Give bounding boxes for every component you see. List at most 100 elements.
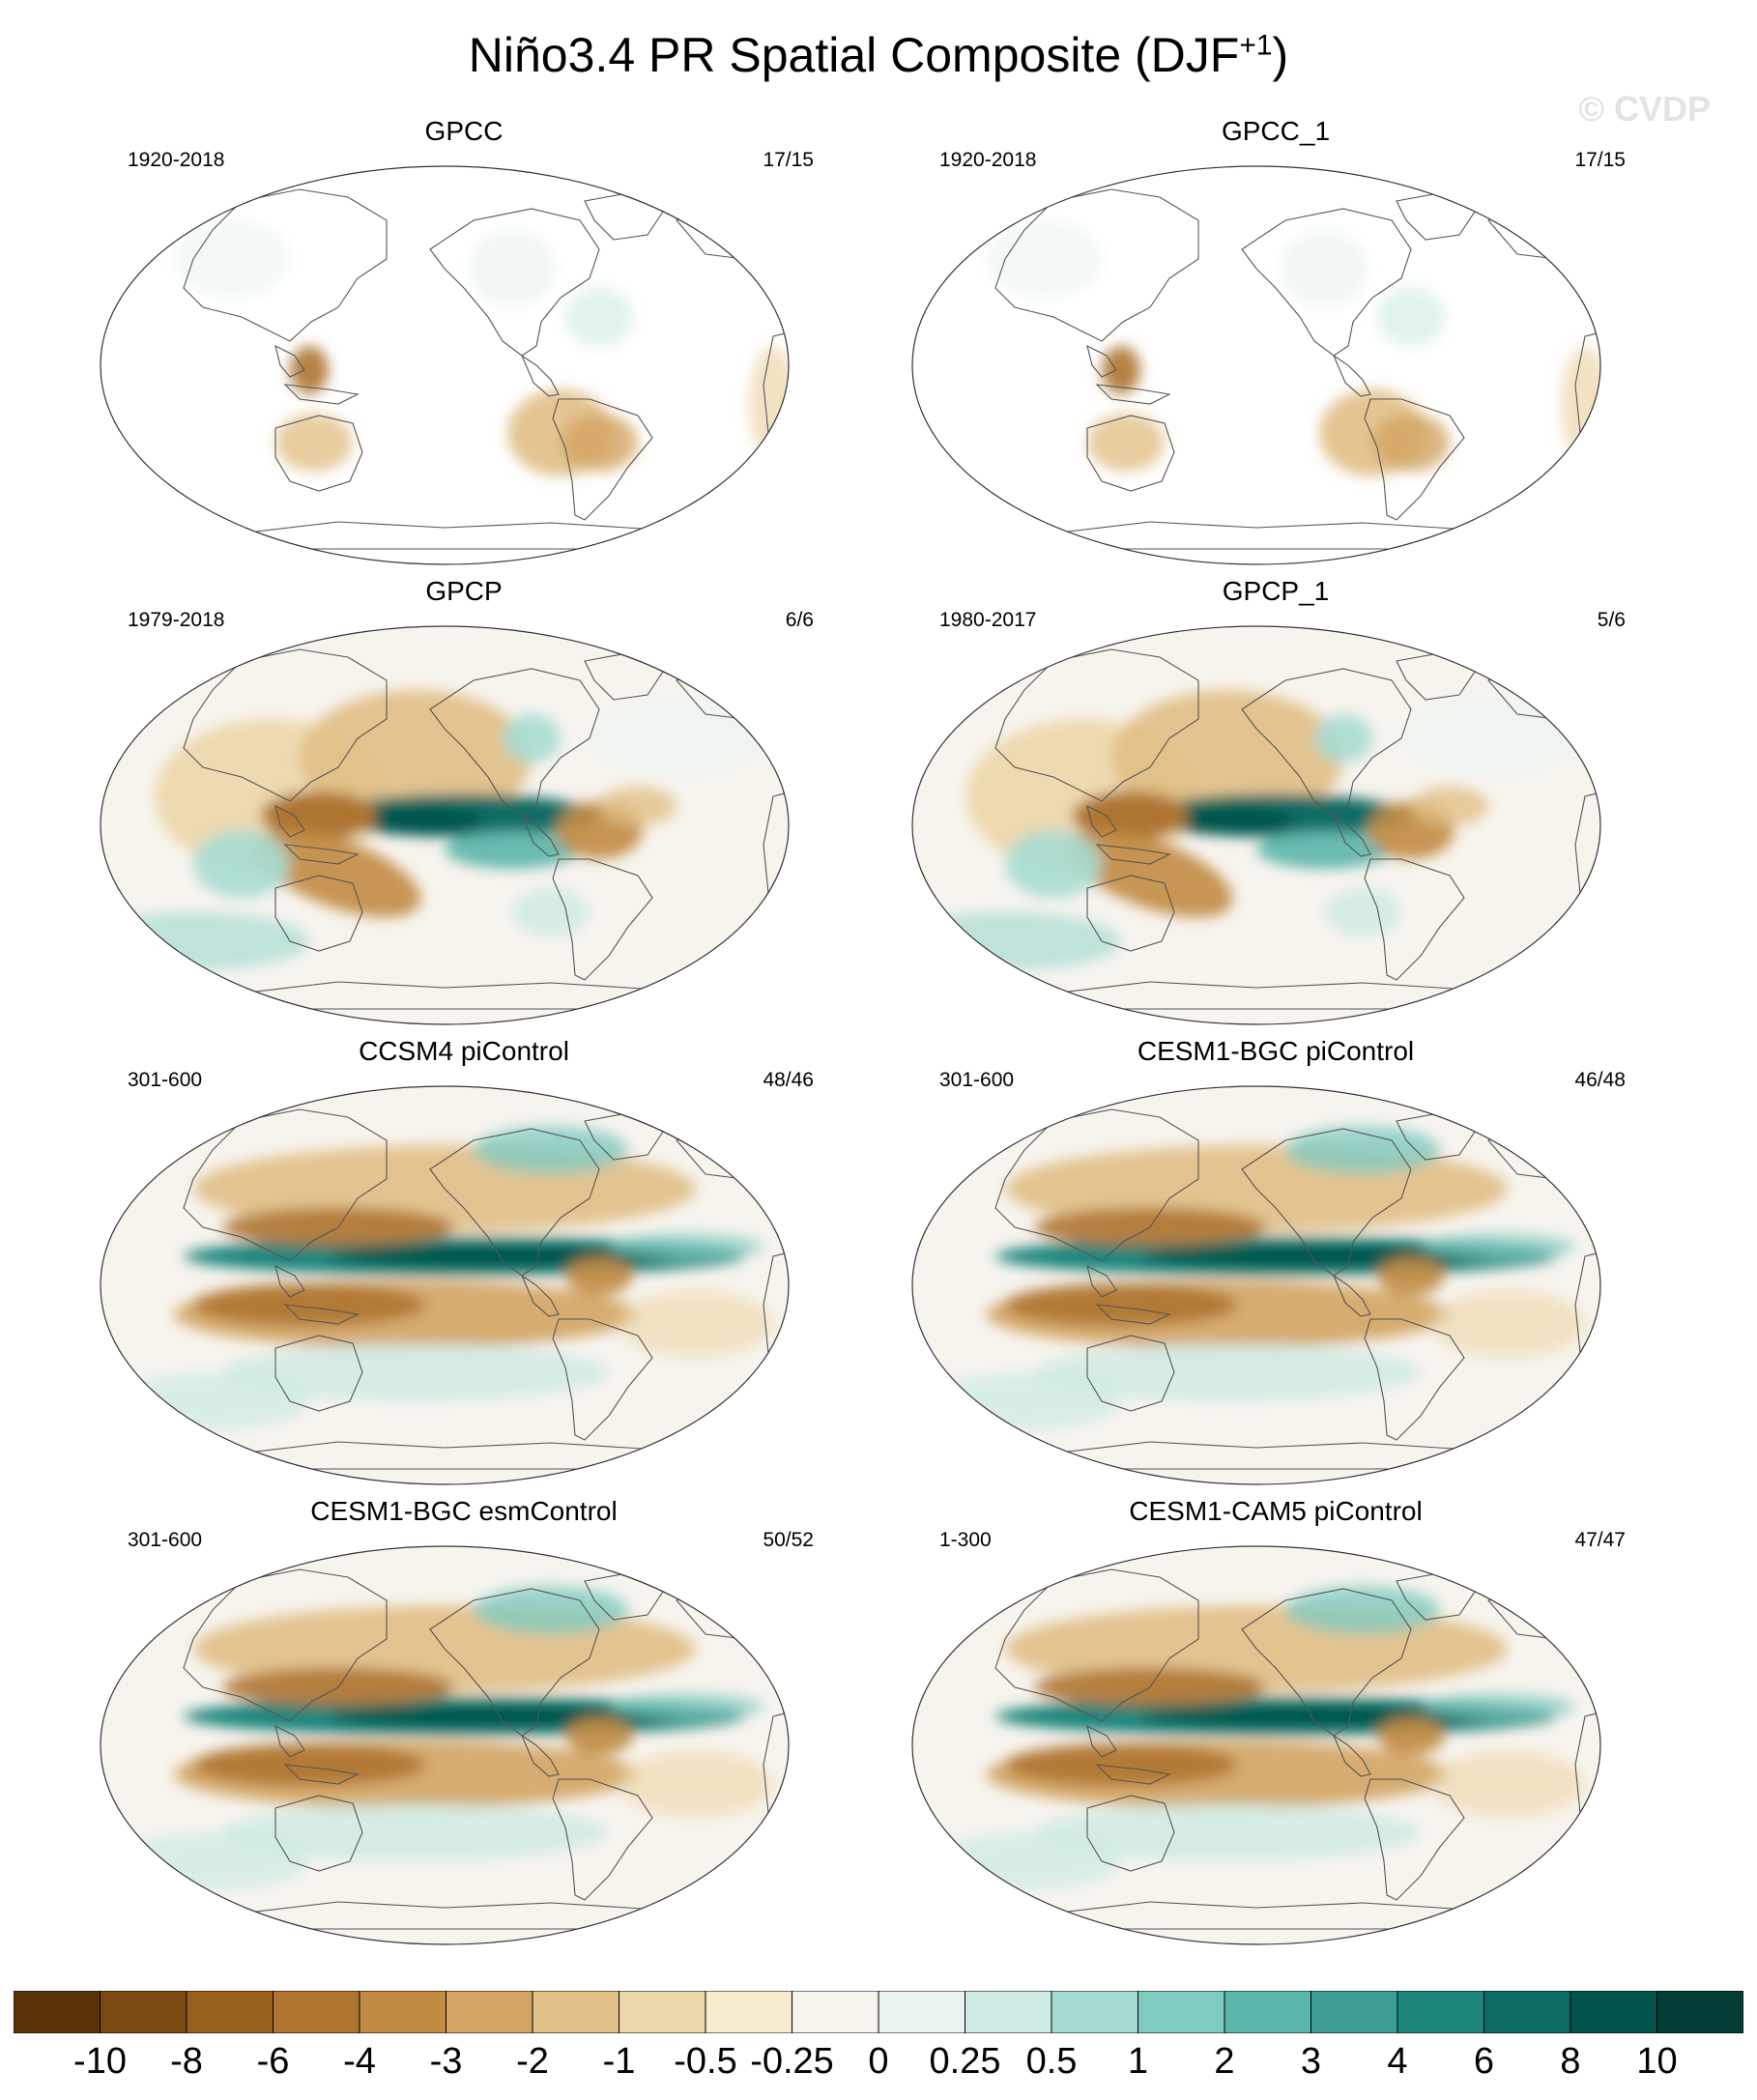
colorbar-swatch bbox=[100, 1991, 187, 2033]
anomaly-shade bbox=[1430, 1290, 1585, 1358]
coastline-seasia bbox=[1086, 1724, 1117, 1758]
coastline-camer bbox=[1332, 1274, 1371, 1317]
colorbar-swatch bbox=[1656, 1991, 1743, 2033]
colorbar-swatch bbox=[1051, 1991, 1138, 2033]
coastline-aus bbox=[1086, 415, 1175, 492]
panel-title: CESM1-CAM5 piControl bbox=[1129, 1496, 1423, 1526]
colorbar-tick-label: 0.5 bbox=[1025, 2041, 1078, 2082]
map-border bbox=[100, 1545, 790, 1945]
panel-title: GPCP bbox=[425, 576, 503, 606]
coastlines bbox=[183, 188, 789, 550]
anomaly-shade bbox=[619, 1750, 773, 1818]
anomaly-shade bbox=[928, 1832, 1121, 1890]
colorbar-labels: -10 -8 -6 -4 -3 -2 -1 -0.5 -0.25 0 0.25 0.5 1 2 3 4 6 8 10 bbox=[14, 2041, 1743, 2084]
coastline-asia bbox=[183, 188, 388, 342]
anomaly-shade bbox=[1421, 1693, 1575, 1720]
anomaly-shade bbox=[1377, 1716, 1445, 1755]
anomaly-shade bbox=[1421, 1233, 1575, 1260]
coastline-asia bbox=[994, 1108, 1199, 1262]
colorbar-swatch bbox=[1570, 1991, 1657, 2033]
coastline-indo bbox=[1095, 1764, 1171, 1785]
coastline-asia bbox=[183, 1108, 388, 1262]
anomaly-shade bbox=[565, 288, 633, 346]
anomaly-shade bbox=[928, 1372, 1121, 1430]
panel-title: GPCP_1 bbox=[1222, 576, 1330, 606]
coastline-asia bbox=[994, 1568, 1199, 1722]
colorbar-tick-label: -3 bbox=[429, 2041, 463, 2082]
coastline-namer bbox=[1241, 668, 1412, 817]
anomaly-shade bbox=[1005, 1283, 1237, 1326]
coastline-indo bbox=[283, 1764, 360, 1785]
colorbar-tick-label: -0.5 bbox=[674, 2041, 737, 2082]
coastline-camer bbox=[520, 1734, 560, 1777]
coastline-seasia bbox=[1086, 1264, 1117, 1298]
colorbar-tick-label: -8 bbox=[170, 2041, 203, 2082]
map-panel: GPCP_1 1980-2017 5/6 bbox=[908, 576, 1643, 1030]
anomaly-shade bbox=[1256, 830, 1392, 869]
colorbar-swatch bbox=[1311, 1991, 1398, 2033]
coastline-indo bbox=[1095, 844, 1171, 865]
coastline-namer bbox=[1241, 208, 1412, 357]
panel-event-count: 48/46 bbox=[763, 1069, 814, 1091]
colorbar-swatch bbox=[619, 1991, 706, 2033]
map-panel: GPCC_1 1920-2018 17/15 bbox=[908, 116, 1643, 570]
anomaly-shade bbox=[193, 1743, 425, 1786]
panel-period: 301-600 bbox=[128, 1069, 203, 1091]
colorbar-tick-label: -2 bbox=[516, 2041, 549, 2082]
coastline-samer bbox=[552, 1778, 653, 1901]
panel-event-count: 17/15 bbox=[1574, 149, 1626, 171]
colorbar-swatch bbox=[1397, 1991, 1484, 2033]
panel-event-count: 5/6 bbox=[1597, 609, 1626, 631]
map-border bbox=[100, 165, 790, 565]
coastline-indo bbox=[283, 384, 360, 405]
panel-event-count: 47/47 bbox=[1574, 1529, 1626, 1551]
anomaly-shade bbox=[348, 807, 483, 834]
anomaly-shade bbox=[1073, 791, 1189, 840]
anomaly-shade bbox=[512, 888, 590, 936]
anomaly-shade bbox=[590, 700, 763, 777]
coastline-aus bbox=[1086, 1795, 1175, 1872]
coastline-camer bbox=[520, 814, 560, 857]
coastline-aus bbox=[274, 1795, 363, 1872]
coastline-aus bbox=[274, 875, 363, 952]
map-border bbox=[911, 625, 1601, 1025]
panel-title: GPCC_1 bbox=[1221, 116, 1331, 146]
coastline-seasia bbox=[1086, 344, 1117, 378]
coastline-asia bbox=[994, 188, 1199, 342]
colorbar-tick-label: -0.25 bbox=[750, 2041, 834, 2082]
anomaly-shade bbox=[1411, 787, 1488, 825]
colorbar-tick-label: 0.25 bbox=[929, 2041, 1001, 2082]
colorbar-swatch bbox=[1138, 1991, 1225, 2033]
panel-period: 1980-2017 bbox=[939, 609, 1037, 631]
anomaly-shade bbox=[116, 1832, 309, 1890]
panel-event-count: 46/48 bbox=[1574, 1069, 1626, 1091]
colorbar-tick-label: 2 bbox=[1214, 2041, 1235, 2082]
panel-period: 301-600 bbox=[939, 1069, 1015, 1091]
colorbar-tick-label: 0 bbox=[868, 2041, 889, 2082]
coastline-samer bbox=[1364, 1318, 1465, 1441]
coastline-aus bbox=[1086, 875, 1175, 952]
anomaly-shade bbox=[1401, 700, 1575, 777]
anomaly-shade bbox=[222, 1803, 609, 1861]
anomaly-shade bbox=[1377, 1256, 1445, 1295]
anomaly-shade bbox=[1005, 830, 1102, 898]
coastlines bbox=[994, 648, 1600, 1010]
panel-period: 1920-2018 bbox=[128, 149, 225, 171]
coastline-seasia bbox=[274, 1724, 305, 1758]
world-map bbox=[911, 165, 1601, 565]
coastline-asia bbox=[994, 648, 1199, 802]
coastline-asia bbox=[183, 1568, 388, 1722]
anomaly-shade bbox=[445, 830, 580, 869]
anomaly-shade bbox=[1314, 714, 1372, 762]
coastline-samer bbox=[552, 858, 653, 981]
coastline-indo bbox=[283, 1304, 360, 1325]
anomaly-shade bbox=[1034, 1343, 1421, 1401]
coastline-namer bbox=[429, 1588, 600, 1737]
panel-title: GPCC bbox=[424, 116, 504, 146]
world-map bbox=[911, 625, 1601, 1025]
coastline-samer bbox=[1364, 398, 1465, 521]
colorbar-swatch bbox=[1224, 1991, 1311, 2033]
colorbar-tick-label: 1 bbox=[1127, 2041, 1149, 2082]
map-panel: CESM1-CAM5 piControl 1-300 47/47 bbox=[908, 1496, 1643, 1950]
colorbar-tick-label: -4 bbox=[343, 2041, 376, 2082]
